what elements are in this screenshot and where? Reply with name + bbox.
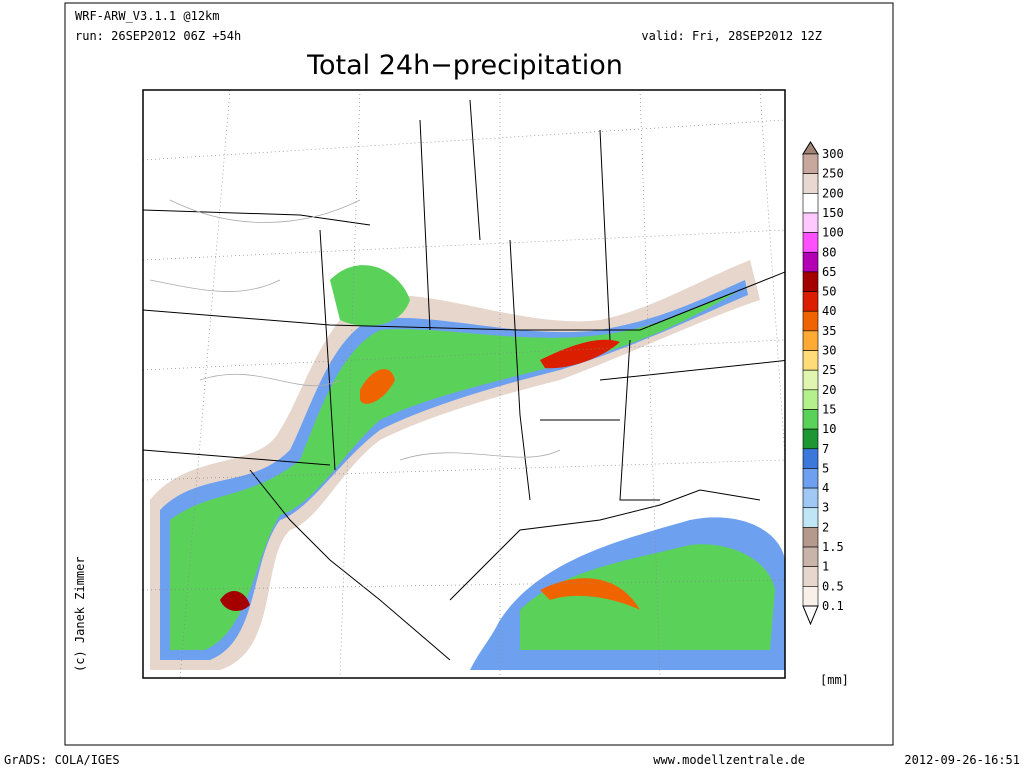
colorbar-box (802, 271, 819, 292)
colorbar-label: 0.1 (822, 599, 844, 613)
colorbar-box (802, 468, 819, 489)
colorbar-box (802, 350, 819, 371)
colorbar-label: 4 (822, 481, 829, 495)
colorbar-box (802, 251, 819, 273)
valid: valid: Fri, 28SEP2012 12Z (641, 29, 822, 43)
colorbar-label: 80 (822, 245, 836, 259)
colorbar-label: 300 (822, 147, 844, 161)
footer-right: 2012-09-26-16:51 (904, 753, 1020, 767)
colorbar-label: 20 (822, 383, 836, 397)
colorbar-box (802, 409, 819, 430)
colorbar-box (802, 232, 819, 253)
colorbar-label: 35 (822, 324, 836, 338)
colorbar-label: 100 (822, 226, 844, 240)
run: run: 26SEP2012 06Z +54h (75, 29, 241, 43)
colorbar-box (802, 428, 819, 450)
colorbar-box (802, 212, 819, 233)
footer-left: GrADS: COLA/IGES (4, 753, 120, 767)
colorbar-box (802, 586, 819, 607)
colorbar-box (802, 487, 819, 509)
colorbar-label: 5 (822, 461, 829, 475)
colorbar-label: 250 (822, 167, 844, 181)
unit: [mm] (820, 673, 849, 687)
colorbar-label: 10 (822, 422, 836, 436)
colorbar-box (802, 369, 819, 391)
colorbar-box (802, 193, 819, 214)
footer-center: www.modellzentrale.de (653, 753, 805, 767)
colorbar-label: 65 (822, 265, 836, 279)
colorbar-box (802, 153, 819, 174)
colorbar-label: 0.5 (822, 579, 844, 593)
colorbar-label: 15 (822, 402, 836, 416)
colorbar-label: 50 (822, 285, 836, 299)
colorbar-label: 1.5 (822, 540, 844, 554)
colorbar-box (802, 566, 819, 587)
colorbar-label: 1 (822, 560, 829, 574)
colorbar-box (802, 310, 819, 332)
colorbar-box (802, 507, 819, 528)
colorbar-box (802, 330, 819, 351)
credit: (c) Janek Zimmer (73, 556, 87, 672)
colorbar-cap (802, 605, 819, 626)
colorbar-box (802, 448, 819, 469)
colorbar-label: 150 (822, 206, 844, 220)
colorbar-label: 30 (822, 344, 836, 358)
colorbar-label: 200 (822, 186, 844, 200)
colorbar-label: 40 (822, 304, 836, 318)
colorbar-box (802, 173, 819, 194)
model: WRF-ARW_V3.1.1 @12km (75, 9, 220, 23)
map (142, 89, 786, 679)
colorbar-box (802, 527, 819, 548)
title: Total 24h−precipitation (306, 50, 623, 81)
colorbar-label: 2 (822, 520, 829, 534)
colorbar-box (802, 546, 819, 567)
colorbar-box (802, 389, 819, 410)
colorbar-label: 7 (822, 442, 829, 456)
colorbar-label: 25 (822, 363, 836, 377)
colorbar-box (802, 291, 819, 312)
colorbar: 300 250 200 150 100 80 65 50 40 35 30 25 20 15 10 7 5 4 3 2… (802, 141, 844, 626)
colorbar-label: 3 (822, 501, 829, 515)
